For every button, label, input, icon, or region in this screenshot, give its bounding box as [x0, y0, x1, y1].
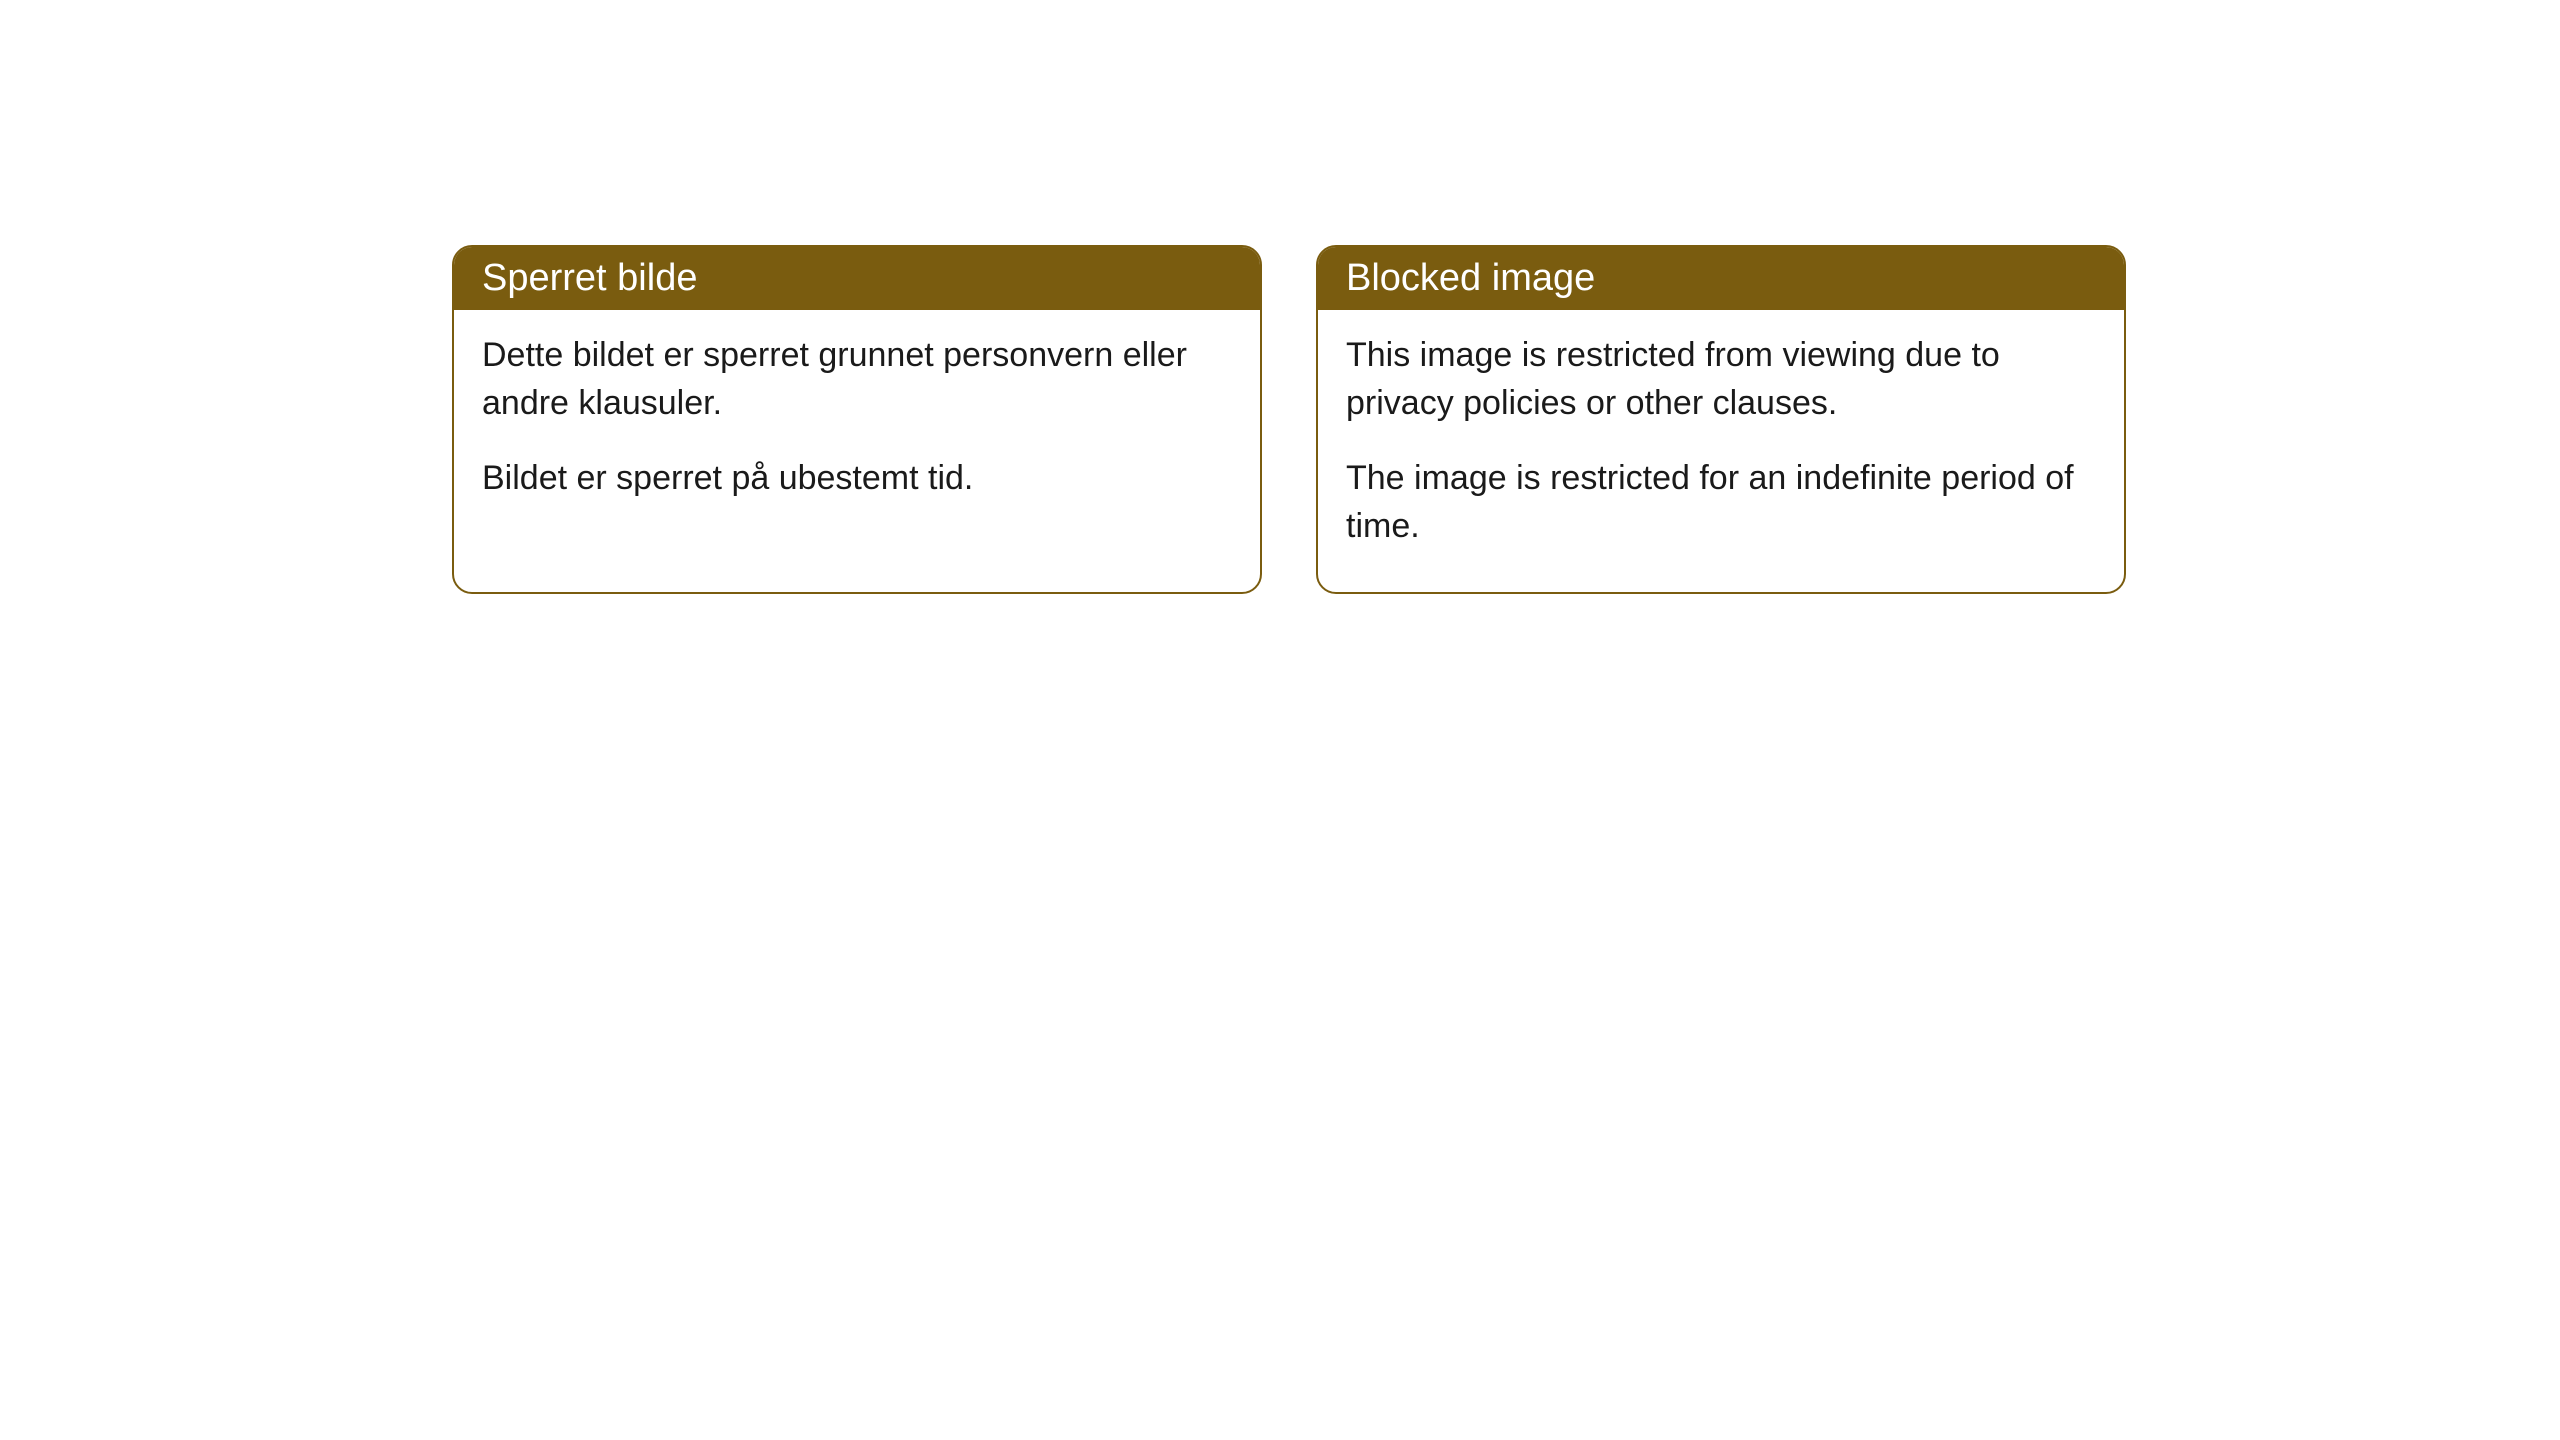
card-header-no: Sperret bilde: [454, 247, 1260, 310]
card-paragraph-2-no: Bildet er sperret på ubestemt tid.: [482, 455, 1232, 503]
card-body-en: This image is restricted from viewing du…: [1318, 310, 2124, 592]
card-body-no: Dette bildet er sperret grunnet personve…: [454, 310, 1260, 545]
notice-cards-container: Sperret bilde Dette bildet er sperret gr…: [452, 245, 2126, 594]
card-paragraph-1-no: Dette bildet er sperret grunnet personve…: [482, 332, 1232, 427]
card-paragraph-2-en: The image is restricted for an indefinit…: [1346, 455, 2096, 550]
card-title-no: Sperret bilde: [482, 257, 697, 299]
card-paragraph-1-en: This image is restricted from viewing du…: [1346, 332, 2096, 427]
card-header-en: Blocked image: [1318, 247, 2124, 310]
blocked-image-card-no: Sperret bilde Dette bildet er sperret gr…: [452, 245, 1262, 594]
blocked-image-card-en: Blocked image This image is restricted f…: [1316, 245, 2126, 594]
card-title-en: Blocked image: [1346, 257, 1595, 299]
